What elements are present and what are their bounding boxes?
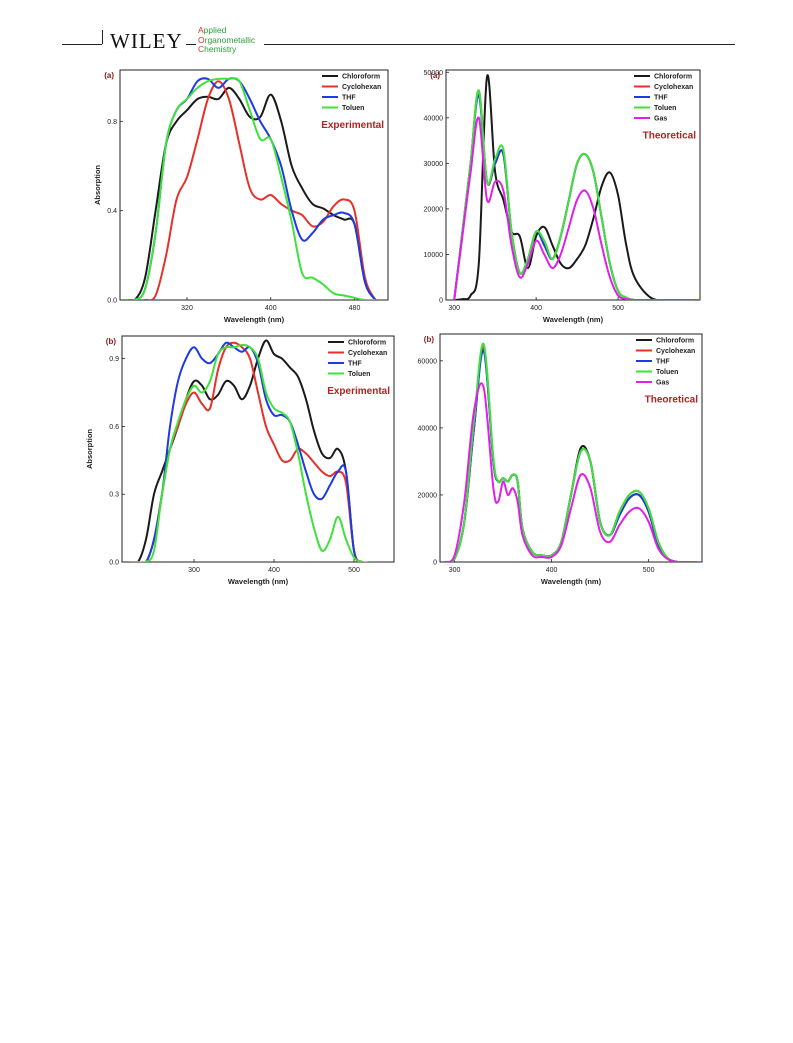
x-axis-label: Wavelength (nm)	[228, 577, 289, 586]
series-line-gas	[444, 382, 698, 562]
x-tick-label: 400	[530, 305, 542, 312]
series-line-toluen	[124, 77, 376, 300]
x-tick-label: 480	[349, 305, 361, 312]
panel-label: (a)	[430, 71, 440, 80]
journal-line-3-rest: hemistry	[204, 44, 237, 54]
chart-panel-top-right: 300 400 500 0 10000 20000 30000 40000 50000 Wavel…	[394, 66, 702, 328]
plot-frame	[121, 335, 395, 563]
legend-label: Toluen	[654, 105, 676, 112]
chart-top-left: 320 400 480 0.0 0.4 0.8 Wavelength (nm) Absorpt…	[93, 69, 389, 324]
legend-label: THF	[656, 359, 670, 366]
journal-line-3: Chemistry	[198, 44, 255, 55]
journal-line-1-initial: A	[198, 25, 204, 35]
y-tick-label: 0	[433, 560, 437, 567]
legend-label: Cyclohexan	[656, 348, 695, 355]
legend-label: Chloroform	[342, 74, 380, 81]
legend-label: Gas	[654, 116, 667, 123]
x-tick-label: 500	[612, 305, 624, 312]
x-axis-label: Wavelength (nm)	[541, 577, 602, 586]
y-tick-label: 60000	[418, 358, 438, 365]
journal-line-1-rest: pplied	[203, 25, 227, 35]
series-line-toluen	[444, 342, 698, 562]
header-rule-left	[62, 44, 102, 45]
y-tick-label: 10000	[424, 252, 444, 259]
legend-label: Cyclohexan	[654, 84, 693, 91]
series-line-chloroform	[454, 74, 700, 300]
journal-line-2-rest: rganometallic	[204, 34, 256, 45]
plot-frame	[439, 333, 703, 563]
chart-title: Theoretical	[643, 131, 697, 142]
series-group	[453, 74, 700, 300]
legend-label: Cyclohexan	[348, 350, 387, 357]
legend-label: THF	[654, 95, 668, 102]
legend-label: Toluen	[342, 105, 364, 112]
panel-label: (b)	[106, 337, 117, 346]
y-tick-label: 0.3	[109, 492, 119, 499]
legend-label: Chloroform	[654, 74, 692, 81]
legend-label: Chloroform	[656, 338, 694, 345]
x-tick-label: 400	[268, 567, 280, 574]
y-tick-label: 0.9	[109, 356, 119, 363]
chart-panel-bottom-left: 300 400 500 0.0 0.3 0.6 0.9 Wavelength (nm) Abso…	[80, 330, 396, 594]
y-tick-label: 50000	[424, 70, 444, 77]
series-line-cyclohexan	[124, 80, 377, 300]
x-tick-label: 500	[348, 567, 360, 574]
y-tick-label: 40000	[418, 425, 438, 432]
y-tick-label: 0.6	[109, 424, 119, 431]
journal-header: WILEY Applied Organometallic Chemistry	[62, 24, 735, 54]
y-tick-label: 0.8	[107, 119, 117, 126]
y-tick-label: 0	[439, 298, 443, 305]
chart-top-right: 300 400 500 0 10000 20000 30000 40000 50000 Wavel…	[424, 69, 701, 324]
header-dash	[186, 44, 196, 45]
x-axis-label: Wavelength (nm)	[224, 315, 285, 324]
journal-line-3-initial: C	[198, 44, 205, 54]
x-tick-label: 500	[643, 567, 655, 574]
y-axis-label: Absorption	[93, 165, 102, 205]
journal-line-2: Organometallic	[198, 34, 256, 46]
legend-label: THF	[348, 361, 362, 368]
y-axis-label: Absorption	[85, 429, 94, 469]
series-line-gas	[453, 116, 700, 300]
legend-label: THF	[342, 95, 356, 102]
panel-label: (b)	[424, 335, 435, 344]
x-tick-label: 300	[448, 305, 460, 312]
series-group	[124, 77, 377, 300]
x-tick-label: 300	[188, 567, 200, 574]
legend-label: Gas	[656, 380, 669, 387]
y-tick-label: 0.0	[107, 298, 117, 305]
x-tick-label: 400	[546, 567, 558, 574]
publisher-logo: WILEY	[110, 29, 183, 53]
chart-title: Theoretical	[645, 395, 699, 406]
legend-label: Chloroform	[348, 340, 386, 347]
journal-name: Applied Organometallic Chemistry	[198, 25, 256, 55]
legend-label: Cyclohexan	[342, 84, 381, 91]
legend-label: Toluen	[656, 369, 678, 376]
legend-label: Toluen	[348, 371, 370, 378]
y-tick-label: 30000	[424, 161, 444, 168]
y-tick-label: 0.0	[109, 560, 119, 567]
header-rule-right	[264, 44, 735, 45]
y-tick-label: 0.4	[107, 208, 117, 215]
x-tick-label: 400	[265, 305, 277, 312]
chart-panel-bottom-right: 300 400 500 0 20000 40000 60000 Wavelength (nm)…	[398, 330, 704, 594]
panel-label: (a)	[104, 71, 114, 80]
series-line-toluen	[129, 344, 370, 562]
y-tick-label: 40000	[424, 115, 444, 122]
x-tick-label: 300	[449, 567, 461, 574]
series-group	[129, 339, 370, 562]
header-tick	[102, 30, 103, 44]
journal-line-1: Applied	[198, 25, 255, 36]
chart-bottom-left: 300 400 500 0.0 0.3 0.6 0.9 Wavelength (nm) Abso…	[85, 335, 395, 586]
x-tick-label: 320	[181, 305, 193, 312]
journal-line-2-initial: O	[198, 34, 205, 45]
y-tick-label: 20000	[424, 206, 444, 213]
series-group	[444, 342, 698, 562]
chart-title: Experimental	[321, 120, 384, 131]
y-tick-label: 20000	[418, 492, 438, 499]
chart-panel-top-left: 320 400 480 0.0 0.4 0.8 Wavelength (nm) Absorpt…	[88, 66, 394, 328]
x-axis-label: Wavelength (nm)	[543, 315, 604, 324]
chart-title: Experimental	[327, 386, 390, 397]
chart-bottom-right: 300 400 500 0 20000 40000 60000 Wavelength (nm)…	[418, 333, 703, 586]
